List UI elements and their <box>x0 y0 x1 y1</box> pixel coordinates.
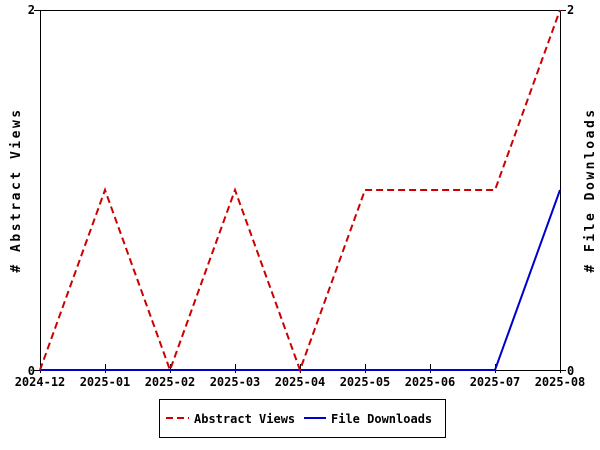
x-axis: 2024-12 2025-01 2025-02 2025-03 2025-04 2025-… <box>15 364 586 389</box>
x-tick-label: 2025-05 <box>340 375 391 389</box>
legend-label-file-downloads: File Downloads <box>331 412 432 426</box>
x-tick-label: 2025-08 <box>535 375 586 389</box>
y-axis-title-right: # File Downloads <box>583 107 598 272</box>
x-tick-label: 2025-07 <box>470 375 521 389</box>
x-tick-label: 2025-01 <box>80 375 131 389</box>
legend: Abstract Views File Downloads <box>159 399 446 438</box>
plot-border <box>40 10 561 371</box>
y-axis-title-left: # Abstract Views <box>9 107 24 272</box>
y-tick-label-left-zero: 0 <box>28 364 35 378</box>
y-tick-label-right-zero: 0 <box>567 364 574 378</box>
abstract-views-line <box>39 9 561 373</box>
x-tick-label: 2025-03 <box>210 375 261 389</box>
x-tick-label: 2025-06 <box>405 375 456 389</box>
file-downloads-line <box>40 189 561 371</box>
y-tick-label-right-max: 2 <box>567 3 574 17</box>
legend-border <box>159 399 446 438</box>
legend-label-abstract-views: Abstract Views <box>194 412 295 426</box>
x-tick-label: 2025-02 <box>145 375 196 389</box>
y-tick-label-left-max: 2 <box>28 3 35 17</box>
x-tick-label: 2025-04 <box>275 375 326 389</box>
x-tick-label: 2024-12 <box>15 375 66 389</box>
